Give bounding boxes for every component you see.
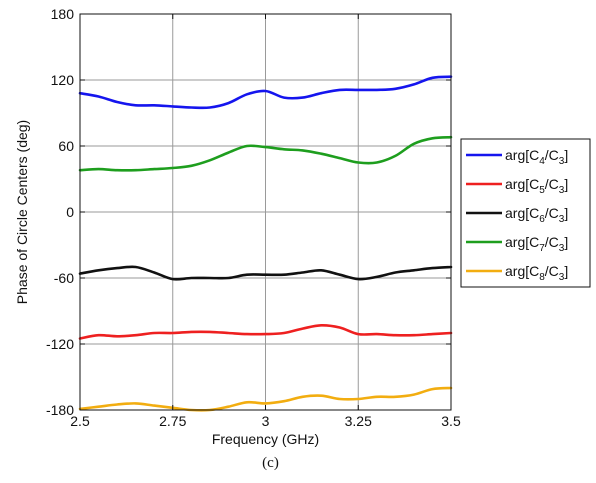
x-tick-label: 2.5 [70, 413, 90, 429]
y-tick-label: 0 [66, 204, 74, 220]
series-line-3 [78, 265, 453, 281]
y-tick-label: -180 [46, 402, 74, 418]
y-axis-label: Phase of Circle Centers (deg) [14, 120, 30, 304]
legend-label-5: arg[C8/C3] [505, 263, 568, 283]
x-tick-label: 3 [262, 413, 270, 429]
y-tick-label: 120 [51, 72, 75, 88]
y-tick-label: 60 [58, 138, 74, 154]
figure-caption: (c) [262, 455, 279, 471]
series-line-5 [78, 386, 453, 412]
y-tick-label: 180 [51, 6, 75, 22]
series-line-4 [78, 135, 453, 172]
grid [80, 14, 451, 410]
series-line-2 [78, 323, 453, 340]
x-tick-label: 2.75 [159, 413, 186, 429]
series-lines [78, 75, 453, 412]
x-axis-label: Frequency (GHz) [212, 431, 319, 447]
legend-label-4: arg[C7/C3] [505, 234, 568, 254]
y-tick-label: -60 [54, 270, 74, 286]
series-line-1 [78, 75, 453, 110]
x-tick-label: 3.5 [441, 413, 461, 429]
legend-label-3: arg[C6/C3] [505, 205, 568, 225]
legend-label-1: arg[C4/C3] [505, 147, 568, 167]
x-tick-label: 3.25 [345, 413, 372, 429]
plot-frame [79, 13, 452, 411]
legend-label-2: arg[C5/C3] [505, 176, 568, 196]
legend: arg[C4/C3] arg[C5/C3] arg[C6/C3] arg[C7/C3]… [460, 138, 591, 288]
y-tick-label: -120 [46, 336, 74, 352]
tick-labels: 2.5 2.75 3 3.25 3.5 -180 -120 -60 0 60 120 180 [46, 6, 461, 429]
